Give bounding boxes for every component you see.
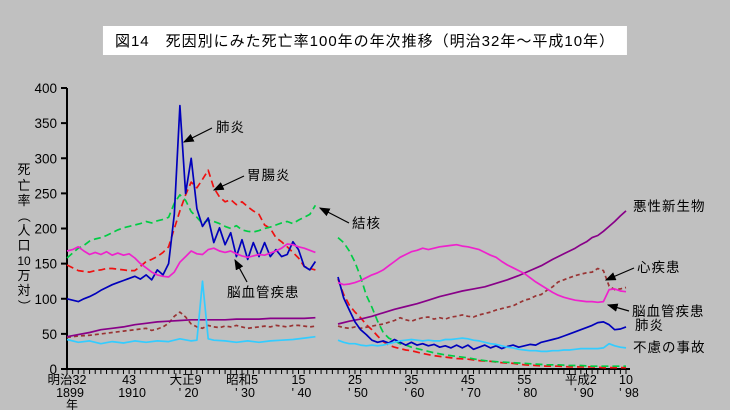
y-axis-title-char: 率 (17, 193, 31, 208)
y-axis-title-char: 万 (17, 267, 31, 283)
series-line-cerebrovascular (337, 243, 627, 304)
y-tick-label: 100 (34, 292, 57, 307)
label-tuberculosis: 結核 (352, 216, 381, 231)
series-line-cerebrovascular (66, 243, 316, 278)
y-axis-title-char: 口 (17, 238, 31, 253)
y-tick-label: 350 (34, 116, 57, 131)
series-line-tuberculosis (337, 236, 626, 368)
label-tuberculosis-arrow (318, 207, 350, 224)
x-tick-era-label: 大正9 (170, 373, 202, 387)
x-tick-year-label: ' 50 (348, 386, 368, 400)
x-tick-era-label: 10 (619, 373, 633, 387)
series-line-accidents (337, 337, 627, 353)
x-tick-era-label: 43 (122, 373, 136, 387)
y-tick-label: 400 (34, 81, 57, 96)
x-tick-era-label: 35 (404, 373, 418, 387)
chart-title: 図14 死因別にみた死亡率100年の年次推移（明治32年～平成10年） (102, 26, 628, 55)
y-tick-label: 50 (42, 327, 57, 342)
label-heart-disease-arrow (604, 267, 635, 281)
series-line-accidents (66, 280, 316, 345)
x-axis-unit-label: 年 (66, 398, 78, 410)
series-line-heart-disease (66, 311, 316, 339)
series-line-pneumonia (337, 276, 627, 351)
x-tick-year-label: ' 60 (405, 386, 425, 400)
x-tick-year-label: ' 40 (292, 386, 312, 400)
series-line-malignant-neoplasm (337, 210, 627, 325)
x-tick-year-label: ' 70 (461, 386, 481, 400)
x-tick-year-label: ' 98 (619, 386, 639, 400)
x-tick-era-label: 55 (517, 373, 531, 387)
y-axis-title-char: 対 (17, 283, 31, 298)
x-tick-year-label: ' 90 (574, 386, 594, 400)
label-cerebrovascular-left: 脳血管疾患 (227, 285, 300, 300)
x-tick-year-label: ' 30 (235, 386, 255, 400)
y-axis-title-char: 死 (17, 162, 31, 177)
x-tick-year-label: ' 80 (517, 386, 537, 400)
label-cerebrovascular-right: 脳血管疾患 (632, 304, 705, 319)
label-malignant-neoplasm: 悪性新生物 (633, 199, 706, 214)
label-gastroenteritis-arrow (212, 175, 245, 191)
label-accidents: 不慮の事故 (633, 340, 706, 355)
x-tick-year-label: 1910 (118, 386, 146, 400)
x-tick-year-label: 1899 (56, 386, 84, 400)
label-pneumonia-peak-arrow (182, 127, 213, 143)
y-axis-title-char: 10 (17, 253, 31, 268)
label-cerebrovascular-left-arrow (234, 258, 248, 283)
series-line-heart-disease (337, 267, 627, 330)
x-tick-era-label: 明治32 (48, 373, 87, 387)
series-line-pneumonia (66, 104, 317, 303)
label-cerebrovascular-right-arrow (606, 303, 630, 312)
x-tick-era-label: 昭和5 (226, 373, 258, 387)
y-axis-title-char: 亡 (17, 177, 31, 193)
series-line-gastroenteritis (337, 278, 626, 369)
label-pneumonia-right: 肺炎 (635, 318, 664, 333)
x-tick-year-label: ' 20 (179, 386, 199, 400)
series-line-gastroenteritis (66, 169, 316, 273)
y-tick-label: 150 (34, 257, 57, 272)
series-line-malignant-neoplasm (66, 316, 316, 338)
label-heart-disease: 心疾患 (637, 260, 681, 275)
x-tick-era-label: 15 (292, 373, 306, 387)
y-tick-label: 0 (49, 362, 57, 377)
label-gastroenteritis: 胃腸炎 (247, 168, 291, 183)
y-tick-label: 300 (34, 151, 57, 166)
y-tick-label: 250 (34, 186, 57, 201)
label-pneumonia-peak: 肺炎 (216, 120, 245, 135)
y-axis-title: 死亡率（人口 10 万対） (10, 162, 38, 313)
x-tick-era-label: 45 (461, 373, 475, 387)
series-line-tuberculosis (66, 193, 317, 259)
y-axis-title-char: 人 (17, 222, 31, 238)
y-tick-label: 200 (34, 222, 57, 237)
x-tick-era-label: 25 (348, 373, 362, 387)
x-tick-era-label: 平成2 (565, 373, 597, 387)
